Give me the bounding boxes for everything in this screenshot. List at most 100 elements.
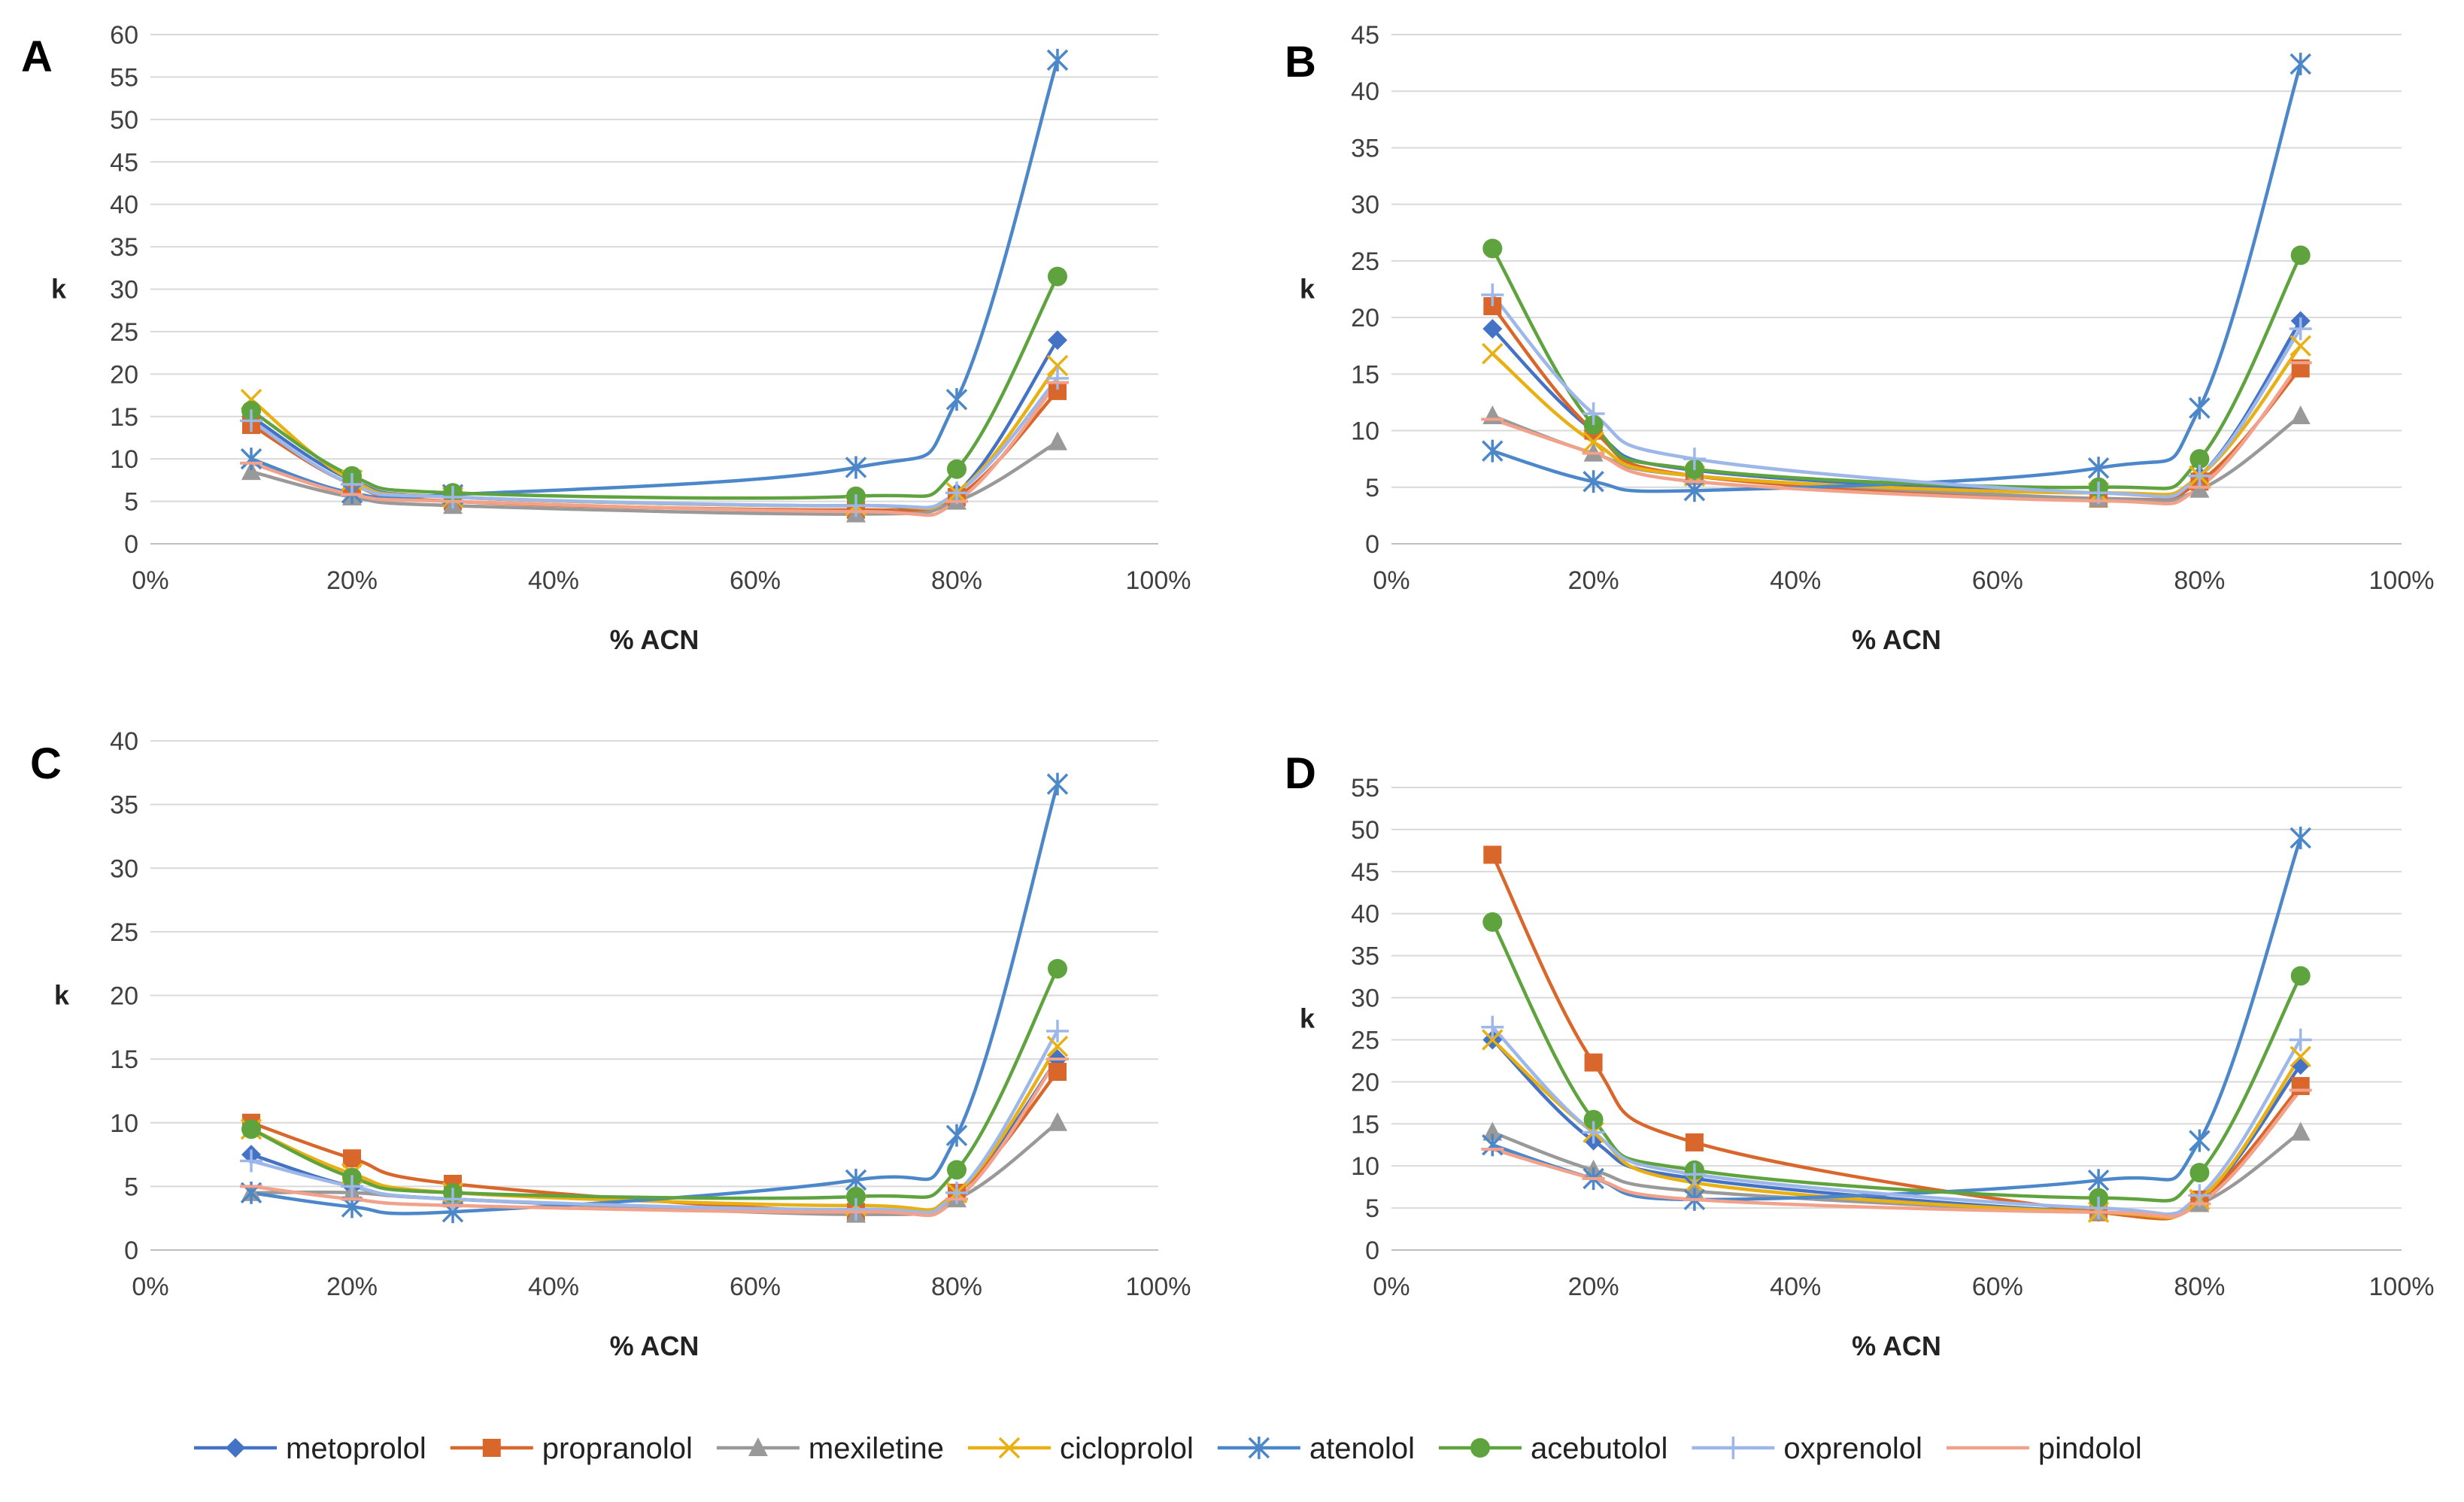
x-tick-label: 60% [730, 566, 781, 595]
y-tick-label: 25 [110, 918, 138, 947]
data-point-oxprenolol [2087, 1197, 2110, 1220]
x-axis-title: % ACN [610, 1331, 699, 1361]
legend-label: pindolol [2038, 1432, 2142, 1465]
data-point-acebutolol [1048, 266, 1067, 287]
y-tick-label: 40 [1351, 900, 1379, 929]
panel-letter: B [1285, 38, 1316, 86]
data-point-atenolol [2087, 1169, 2110, 1192]
y-tick-label: 35 [1351, 942, 1379, 971]
x-tick-label: 40% [528, 566, 579, 595]
legend-marker-oxprenolol [1722, 1437, 1745, 1459]
data-point-acebutolol [846, 1186, 866, 1206]
data-point-mexiletine [1482, 1121, 1503, 1141]
y-tick-label: 20 [1351, 304, 1379, 332]
data-point-oxprenolol [1046, 1019, 1069, 1042]
y-tick-label: 15 [1351, 1110, 1379, 1139]
y-tick-label: 25 [1351, 1026, 1379, 1054]
data-point-cicloprolol [2290, 1045, 2311, 1068]
y-tick-label: 5 [124, 1173, 138, 1201]
legend-label: propranolol [542, 1432, 693, 1465]
data-point-propranolol [1685, 1133, 1704, 1152]
data-point-cicloprolol [1582, 431, 1604, 453]
data-point-oxprenolol [442, 485, 464, 508]
x-tick-label: 40% [1770, 566, 1821, 595]
y-tick-label: 0 [1365, 1236, 1379, 1265]
data-point-atenolol [240, 448, 262, 471]
x-tick-label: 60% [1972, 1273, 2023, 1301]
data-point-oxprenolol [2188, 464, 2211, 487]
data-point-oxprenolol [240, 1149, 262, 1173]
y-tick-label: 10 [1351, 417, 1379, 446]
y-tick-label: 45 [1351, 21, 1379, 50]
y-tick-label: 35 [110, 233, 138, 262]
legend-label: metoprolol [286, 1432, 426, 1465]
y-tick-label: 20 [110, 982, 138, 1011]
data-point-atenolol [2189, 396, 2211, 420]
y-tick-label: 55 [110, 63, 138, 92]
data-point-acebutolol [2189, 1163, 2210, 1183]
x-tick-label: 100% [2369, 566, 2435, 595]
data-point-oxprenolol [1683, 448, 1706, 471]
y-tick-label: 20 [1351, 1068, 1379, 1097]
data-point-oxprenolol [845, 1197, 867, 1221]
data-point-propranolol [343, 1149, 361, 1168]
y-tick-label: 30 [1351, 191, 1379, 220]
series-line-metoprolol [1491, 319, 2302, 499]
y-tick-label: 30 [110, 854, 138, 883]
legend-marker-metoprolol [226, 1438, 245, 1458]
x-tick-label: 100% [2369, 1273, 2435, 1301]
legend-item-acebutolol: acebutolol [1438, 1432, 1667, 1465]
y-tick-label: 50 [110, 106, 138, 135]
x-axis-title: % ACN [1852, 1331, 1941, 1361]
series-line-atenolol [249, 58, 1060, 500]
x-tick-label: 60% [1972, 566, 2023, 595]
data-point-acebutolol [1482, 912, 1503, 932]
legend-marker-mexiletine [748, 1437, 768, 1456]
data-point-oxprenolol [1046, 366, 1069, 390]
y-tick-label: 10 [110, 1109, 138, 1138]
data-point-atenolol [1046, 772, 1069, 796]
data-point-cicloprolol [1046, 1035, 1069, 1057]
data-point-atenolol [945, 388, 968, 411]
data-point-acebutolol [2290, 966, 2311, 986]
data-point-acebutolol [1048, 958, 1067, 979]
data-point-oxprenolol [845, 494, 867, 517]
data-point-propranolol [1584, 1053, 1603, 1072]
x-tick-label: 100% [1126, 1273, 1191, 1301]
data-point-acebutolol [947, 459, 966, 479]
x-tick-label: 0% [1373, 566, 1410, 595]
x-tick-label: 20% [1568, 566, 1619, 595]
data-point-atenolol [1582, 470, 1604, 493]
legend-item-mexiletine: mexiletine [716, 1432, 944, 1465]
x-tick-label: 20% [1568, 1273, 1619, 1301]
y-tick-label: 10 [1351, 1152, 1379, 1181]
y-tick-label: 55 [1351, 774, 1379, 803]
x-tick-label: 20% [326, 566, 378, 595]
series-line-propranolol [1491, 304, 2302, 502]
y-axis-title: k [54, 980, 70, 1011]
data-point-oxprenolol [341, 473, 363, 496]
data-point-atenolol [845, 456, 867, 479]
x-tick-label: 100% [1126, 566, 1191, 595]
data-point-cicloprolol [1046, 354, 1069, 377]
x-tick-label: 80% [2174, 1273, 2225, 1301]
series-line-acebutolol [1491, 920, 2302, 1203]
y-tick-label: 15 [110, 1045, 138, 1074]
data-point-mexiletine [1048, 1112, 1067, 1131]
y-axis-title: k [1300, 1003, 1315, 1034]
legend-label: oxprenolol [1783, 1432, 1922, 1465]
data-point-atenolol [2189, 1129, 2211, 1152]
y-axis-title: k [1300, 274, 1315, 305]
data-point-atenolol [1482, 1133, 1504, 1157]
data-point-propranolol [1483, 845, 1502, 864]
x-tick-label: 80% [931, 1273, 982, 1301]
x-tick-label: 40% [1770, 1273, 1821, 1301]
data-point-atenolol [1683, 479, 1706, 502]
y-tick-label: 40 [110, 727, 138, 756]
y-tick-label: 30 [1351, 985, 1379, 1013]
data-point-atenolol [2290, 827, 2311, 850]
chart-panel-d: 0 5 10 15 20 25 30 35 40 45 50 55 0% 20% 40% 60% 80% 100%… [1285, 749, 2434, 1361]
data-point-oxprenolol [1582, 1121, 1605, 1144]
series-line-cicloprolol [1491, 344, 2302, 496]
